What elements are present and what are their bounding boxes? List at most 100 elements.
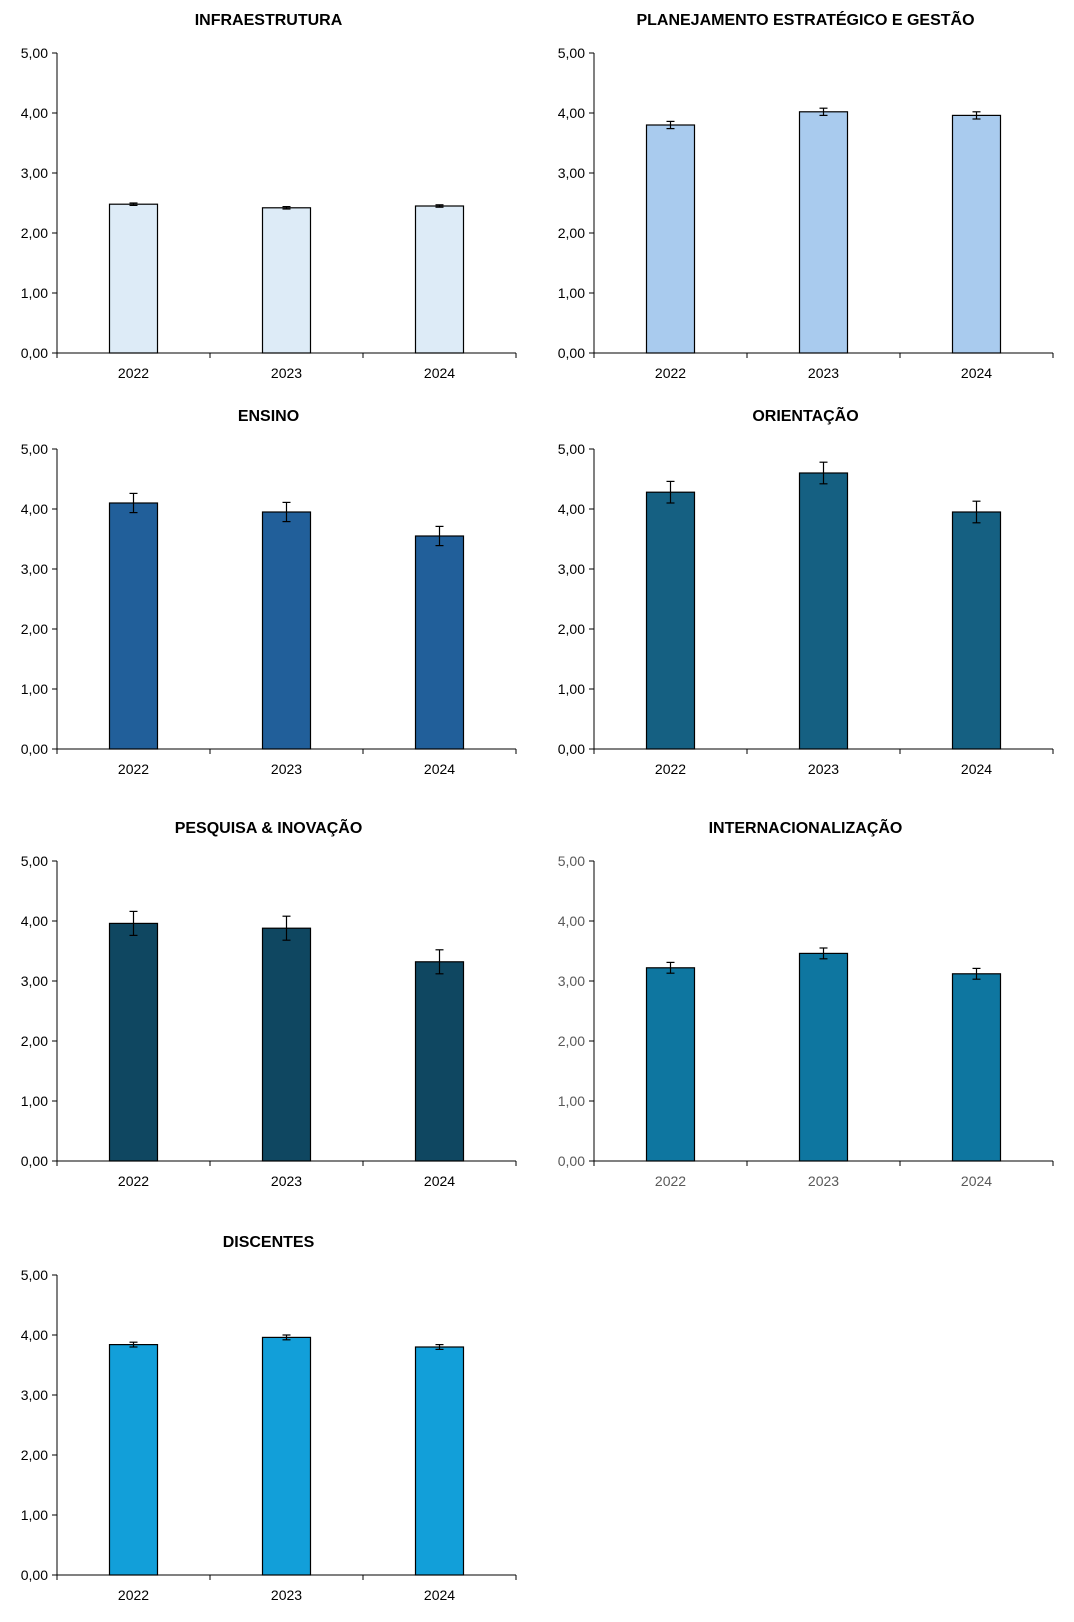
bar-2023 [798,952,849,1162]
y-tick-label: 1,00 [558,681,585,697]
chart-panel-pesquisa-inovacao: PESQUISA & INOVAÇÃO 0,00 1,00 2,00 3,00 4,00… [0,808,537,1208]
y-tick-label: 5,00 [558,441,585,457]
bar-2023 [261,1336,312,1576]
y-tick-label: 2,00 [558,621,585,637]
x-tick-label-2023: 2023 [271,761,302,777]
y-tick-label: 0,00 [21,1567,48,1583]
bar-2024 [951,973,1002,1162]
y-tick-label: 1,00 [21,681,48,697]
x-tick-label-2023: 2023 [271,365,302,381]
x-tick-label-2024: 2024 [961,365,992,381]
x-tick-label-2023: 2023 [808,761,839,777]
bar-2024 [951,511,1002,750]
chart-title: PESQUISA & INOVAÇÃO [174,820,363,837]
y-tick-label: 2,00 [21,1033,48,1049]
x-tick-label-2024: 2024 [961,1173,992,1189]
chart-panel-infraestrutura: INFRAESTRUTURA 0,00 1,00 2,00 3,00 4,00 5,00 2… [0,0,537,400]
x-tick-label-2024: 2024 [424,1587,455,1603]
bar-chart-infraestrutura: 0,00 1,00 2,00 3,00 4,00 5,00 2022 2023 2024 [21,45,517,381]
bar-chart-internacionalizacao: 0,00 1,00 2,00 3,00 4,00 5,00 2022 2023 2024 [558,853,1054,1189]
y-tick-label: 3,00 [21,165,48,181]
y-tick-label: 0,00 [21,1153,48,1169]
y-tick-label: 5,00 [21,853,48,869]
chart-panel-planejamento: PLANEJAMENTO ESTRATÉGICO E GESTÃO 0,00 1,… [537,0,1074,400]
y-tick-label: 3,00 [558,561,585,577]
y-tick-label: 2,00 [21,621,48,637]
chart-title: INTERNACIONALIZAÇÃO [708,820,903,837]
y-tick-label: 0,00 [21,741,48,757]
x-tick-label-2022: 2022 [655,365,686,381]
x-tick-label-2024: 2024 [424,1173,455,1189]
bar-2022 [645,124,696,354]
x-tick-label-2023: 2023 [271,1587,302,1603]
y-tick-label: 2,00 [21,225,48,241]
y-tick-label: 4,00 [558,105,585,121]
bar-2024 [951,114,1002,354]
y-tick-label: 2,00 [558,225,585,241]
bar-2022 [645,967,696,1162]
y-tick-label: 1,00 [558,285,585,301]
bar-2022 [108,502,159,750]
bar-2024 [414,535,465,750]
y-tick-label: 0,00 [558,1153,585,1169]
x-tick-label-2022: 2022 [118,1173,149,1189]
y-tick-label: 2,00 [21,1447,48,1463]
bar-2022 [108,922,159,1162]
y-tick-label: 5,00 [558,45,585,61]
y-tick-label: 3,00 [558,973,585,989]
bar-chart-discentes: 0,00 1,00 2,00 3,00 4,00 5,00 2022 2023 2024 [21,1267,517,1603]
y-tick-label: 3,00 [21,561,48,577]
y-tick-label: 3,00 [21,1387,48,1403]
y-tick-label: 5,00 [21,1267,48,1283]
y-tick-label: 4,00 [21,501,48,517]
y-tick-label: 1,00 [21,1507,48,1523]
y-tick-label: 1,00 [558,1093,585,1109]
chart-title: INFRAESTRUTURA [194,12,343,29]
bar-2024 [414,961,465,1162]
y-tick-label: 5,00 [21,441,48,457]
bar-2023 [261,927,312,1162]
x-tick-label-2022: 2022 [655,761,686,777]
x-tick-label-2022: 2022 [655,1173,686,1189]
y-tick-label: 4,00 [21,913,48,929]
bar-chart-orientacao: 0,00 1,00 2,00 3,00 4,00 5,00 2022 2023 2024 [558,441,1054,777]
y-tick-label: 0,00 [558,741,585,757]
bar-2023 [798,111,849,354]
x-tick-label-2022: 2022 [118,365,149,381]
chart-title: PLANEJAMENTO ESTRATÉGICO E GESTÃO [636,12,975,29]
y-tick-label: 4,00 [558,501,585,517]
y-tick-label: 4,00 [558,913,585,929]
y-tick-label: 4,00 [21,1327,48,1343]
y-tick-label: 5,00 [558,853,585,869]
y-tick-label: 1,00 [21,285,48,301]
y-tick-label: 2,00 [558,1033,585,1049]
y-tick-label: 5,00 [21,45,48,61]
chart-title: ORIENTAÇÃO [752,408,859,425]
bar-chart-planejamento: 0,00 1,00 2,00 3,00 4,00 5,00 2022 2023 2024 [558,45,1054,381]
x-tick-label-2024: 2024 [424,761,455,777]
bar-chart-pesquisa-inovacao: 0,00 1,00 2,00 3,00 4,00 5,00 2022 2023 2024 [21,853,517,1189]
chart-panel-internacionalizacao: INTERNACIONALIZAÇÃO 0,00 1,00 2,00 3,00 4,00… [537,808,1074,1208]
x-tick-label-2024: 2024 [424,365,455,381]
x-tick-label-2023: 2023 [808,365,839,381]
bar-2023 [261,207,312,354]
x-tick-label-2022: 2022 [118,1587,149,1603]
bar-2023 [261,511,312,750]
bar-2024 [414,1346,465,1576]
y-tick-label: 0,00 [558,345,585,361]
bar-2022 [108,1343,159,1576]
y-tick-label: 1,00 [21,1093,48,1109]
y-tick-label: 3,00 [21,973,48,989]
bar-chart-ensino: 0,00 1,00 2,00 3,00 4,00 5,00 2022 2023 2024 [21,441,517,777]
chart-title: ENSINO [237,408,300,425]
x-tick-label-2022: 2022 [118,761,149,777]
y-tick-label: 3,00 [558,165,585,181]
bar-2022 [645,491,696,750]
x-tick-label-2023: 2023 [271,1173,302,1189]
y-tick-label: 0,00 [21,345,48,361]
x-tick-label-2023: 2023 [808,1173,839,1189]
bar-2023 [798,472,849,750]
chart-panel-discentes: DISCENTES 0,00 1,00 2,00 3,00 4,00 5,00 2022 20… [0,1222,537,1622]
y-tick-label: 4,00 [21,105,48,121]
